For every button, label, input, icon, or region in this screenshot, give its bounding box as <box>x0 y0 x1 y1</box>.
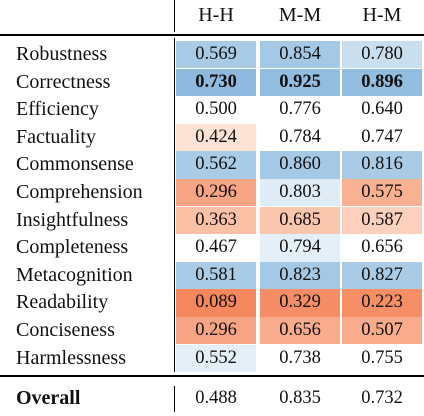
cell-h-m: 0.575 <box>342 179 422 207</box>
row-label: Readability <box>16 291 109 314</box>
cell-h-h: 0.730 <box>176 68 256 96</box>
cell-h-m: 0.747 <box>342 123 422 152</box>
cell-h-h: 0.500 <box>176 96 256 124</box>
cell-h-m: 0.656 <box>342 234 422 262</box>
cell-h-m: 0.827 <box>342 261 422 290</box>
cell-h-h: 0.552 <box>176 344 256 372</box>
cell-h-m: 0.816 <box>342 151 422 179</box>
table-row: Readability 0.089 0.329 0.223 <box>0 289 424 317</box>
column-header-h-h: H-H <box>198 4 234 26</box>
table-row: Robustness 0.569 0.854 0.780 <box>0 41 424 69</box>
overall-row: Overall 0.488 0.835 0.732 <box>0 385 424 412</box>
cell-h-m: 0.780 <box>342 41 422 69</box>
row-label: Correctness <box>16 70 111 93</box>
cell-h-h: 0.467 <box>176 234 256 262</box>
cell-m-m: 0.925 <box>260 68 340 96</box>
cell-m-m: 0.738 <box>260 344 340 372</box>
overall-value-h-h: 0.488 <box>195 388 237 408</box>
cell-h-h: 0.296 <box>176 179 256 207</box>
cell-h-m: 0.587 <box>342 206 422 234</box>
cell-h-h: 0.296 <box>176 317 256 345</box>
cell-m-m: 0.823 <box>260 261 340 290</box>
row-label: Conciseness <box>16 319 115 341</box>
row-label: Insightfulness <box>16 208 129 231</box>
cell-m-m: 0.803 <box>260 179 340 207</box>
table-row: Correctness 0.730 0.925 0.896 <box>0 68 424 96</box>
row-label: Commonsense <box>16 153 134 176</box>
column-header-m-m: M-M <box>278 4 322 26</box>
row-label: Comprehension <box>16 181 143 203</box>
header-separator <box>174 0 175 32</box>
table-row: Conciseness 0.296 0.656 0.507 <box>0 317 424 345</box>
cell-h-h: 0.562 <box>176 151 256 179</box>
top-rule <box>0 34 424 36</box>
overall-separator <box>174 386 175 412</box>
table-row: Efficiency 0.500 0.776 0.640 <box>0 96 424 124</box>
table-row: Harmlessness 0.552 0.738 0.755 <box>0 344 424 372</box>
table-row: Commonsense 0.562 0.860 0.816 <box>0 151 424 179</box>
cell-h-h: 0.363 <box>176 206 256 234</box>
overall-label: Overall <box>16 387 81 409</box>
row-label: Factuality <box>16 125 96 148</box>
cell-m-m: 0.784 <box>260 123 340 152</box>
table-row: Comprehension 0.296 0.803 0.575 <box>0 179 424 207</box>
cell-h-m: 0.755 <box>342 344 422 372</box>
cell-h-m: 0.640 <box>342 96 422 124</box>
cell-h-m: 0.896 <box>342 68 422 96</box>
cell-h-h: 0.581 <box>176 261 256 290</box>
overall-value-m-m: 0.835 <box>279 388 321 408</box>
cell-h-h: 0.569 <box>176 41 256 69</box>
cell-h-m: 0.223 <box>342 289 422 317</box>
row-label: Metacognition <box>16 263 133 286</box>
cell-h-m: 0.507 <box>342 317 422 345</box>
body-separator <box>174 38 175 372</box>
row-label: Harmlessness <box>16 346 126 369</box>
cell-m-m: 0.329 <box>260 289 340 317</box>
cell-m-m: 0.776 <box>260 96 340 124</box>
cell-h-h: 0.089 <box>176 289 256 317</box>
table-row: Completeness 0.467 0.794 0.656 <box>0 234 424 262</box>
cell-h-h: 0.424 <box>176 123 256 152</box>
cell-m-m: 0.656 <box>260 317 340 345</box>
row-label: Efficiency <box>16 98 99 121</box>
cell-m-m: 0.854 <box>260 41 340 69</box>
table-row: Factuality 0.424 0.784 0.747 <box>0 123 424 152</box>
row-label: Completeness <box>16 236 129 259</box>
table-row: Metacognition 0.581 0.823 0.827 <box>0 261 424 290</box>
row-label: Robustness <box>16 43 108 65</box>
mid-rule <box>0 375 424 377</box>
cell-m-m: 0.685 <box>260 206 340 234</box>
cell-m-m: 0.860 <box>260 151 340 179</box>
table-row: Insightfulness 0.363 0.685 0.587 <box>0 206 424 234</box>
overall-value-h-m: 0.732 <box>361 388 403 408</box>
cell-m-m: 0.794 <box>260 234 340 262</box>
column-header-h-m: H-M <box>362 4 402 26</box>
